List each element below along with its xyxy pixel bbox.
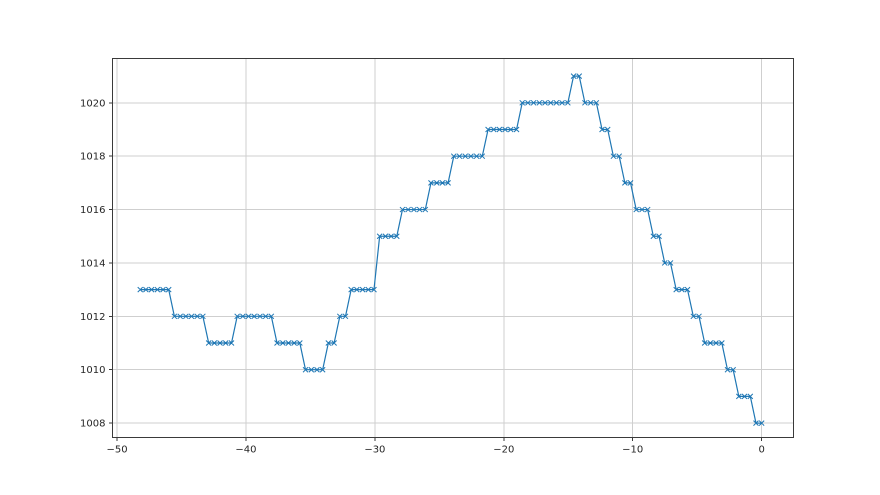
x-tick-label: −20 [493,445,514,456]
y-tick-label: 1010 [80,365,105,376]
y-tick-label: 1014 [80,258,105,269]
y-tick-label: 1016 [80,205,105,216]
x-tick-label: 0 [758,445,764,456]
x-tick-label: −30 [364,445,385,456]
y-tick-label: 1008 [80,419,105,430]
x-tick-label: −50 [106,445,127,456]
x-tick-label: −40 [235,445,256,456]
plot-frame [112,58,794,438]
data-line [140,75,762,424]
y-tick-label: 1020 [80,98,105,109]
x-tick-label: −10 [622,445,643,456]
y-tick-label: 1012 [80,312,105,323]
data-point-markers [137,73,765,426]
y-tick-label: 1018 [80,152,105,163]
